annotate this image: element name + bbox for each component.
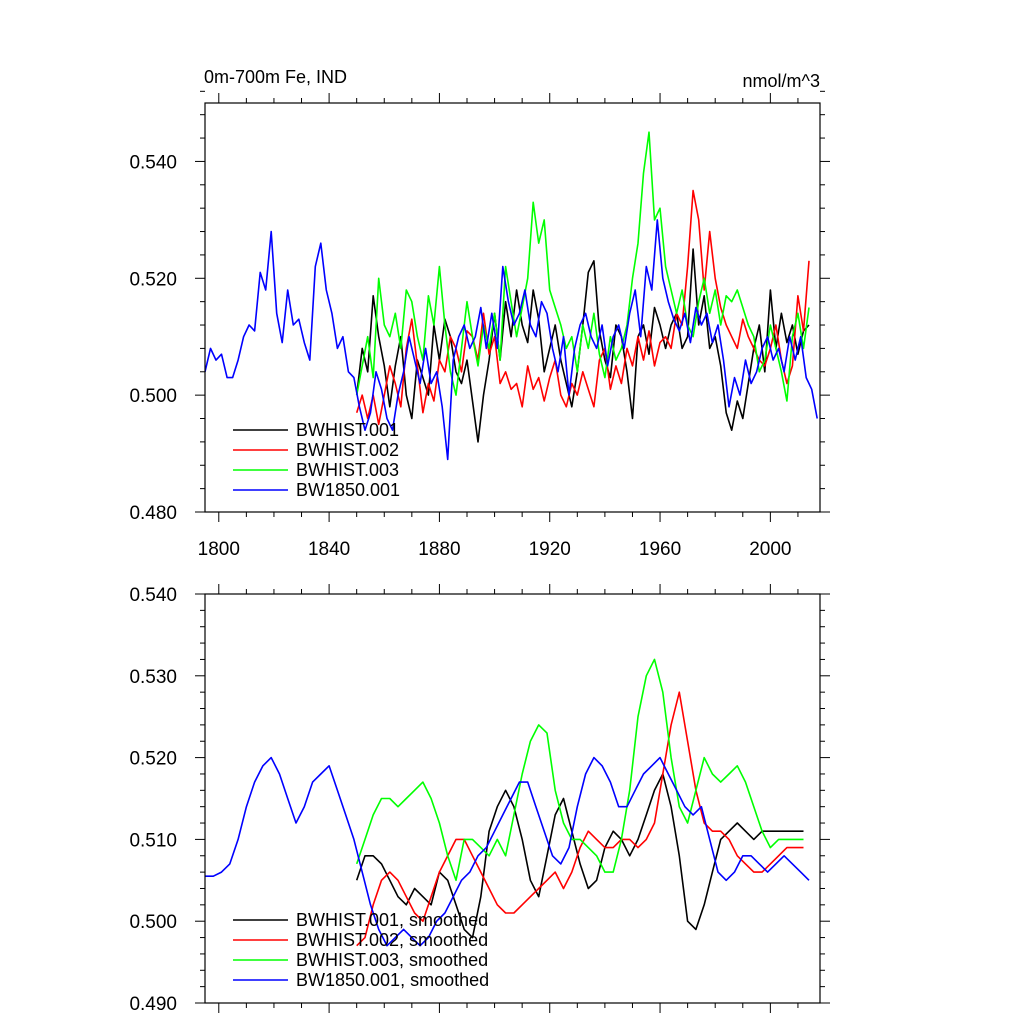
series-line-1	[355, 773, 804, 939]
series-line-2	[356, 691, 804, 947]
legend-label: BW1850.001	[296, 480, 400, 500]
y-tick-label: 0.510	[129, 830, 177, 851]
units-label: nmol/m^3	[743, 71, 820, 91]
top-panel: 1800 1840 1880 1920 1960 2000 0.480 0.500 0.520 0…	[129, 90, 830, 560]
y-tick-label: 0.520	[129, 749, 177, 770]
legend-label: BWHIST.002	[296, 440, 399, 460]
y-tick-label: 0.530	[129, 667, 177, 688]
legend-label: BWHIST.003, smoothed	[296, 950, 488, 970]
series-line-4	[205, 219, 818, 461]
legend-label: BWHIST.001	[296, 420, 399, 440]
y-tick-label: 0.500	[129, 386, 177, 407]
legend-label: BW1850.001, smoothed	[296, 970, 489, 990]
series-line-3	[355, 131, 810, 402]
series-line-3	[355, 658, 804, 882]
series-group	[205, 658, 810, 947]
x-tick-label: 1880	[418, 539, 460, 560]
y-tick-label: 0.540	[129, 585, 177, 606]
legend-label: BWHIST.001, smoothed	[296, 910, 488, 930]
legend-label: BWHIST.002, smoothed	[296, 930, 488, 950]
x-tick-label: 1920	[529, 539, 571, 560]
x-tick-label: 1800	[198, 539, 240, 560]
x-tick-label: 1840	[308, 539, 350, 560]
series-line-4	[205, 756, 810, 947]
chart-title: 0m-700m Fe, IND	[204, 67, 347, 87]
bottom-panel: 0.490 0.500 0.510 0.520 0.530 0.540 BWHIST.001…	[129, 584, 830, 1015]
legend-label: BWHIST.003	[296, 460, 399, 480]
y-tick-label: 0.520	[129, 269, 177, 290]
series-line-2	[355, 189, 810, 426]
y-tick-label: 0.480	[129, 503, 177, 524]
plot-frame	[204, 593, 821, 1004]
x-tick-label: 2000	[749, 539, 791, 560]
x-tick-label: 1960	[639, 539, 681, 560]
y-tick-label: 0.500	[129, 912, 177, 933]
y-tick-label: 0.490	[129, 994, 177, 1015]
series-group	[205, 131, 818, 461]
plot-frame	[204, 102, 821, 513]
y-tick-label: 0.540	[129, 152, 177, 173]
